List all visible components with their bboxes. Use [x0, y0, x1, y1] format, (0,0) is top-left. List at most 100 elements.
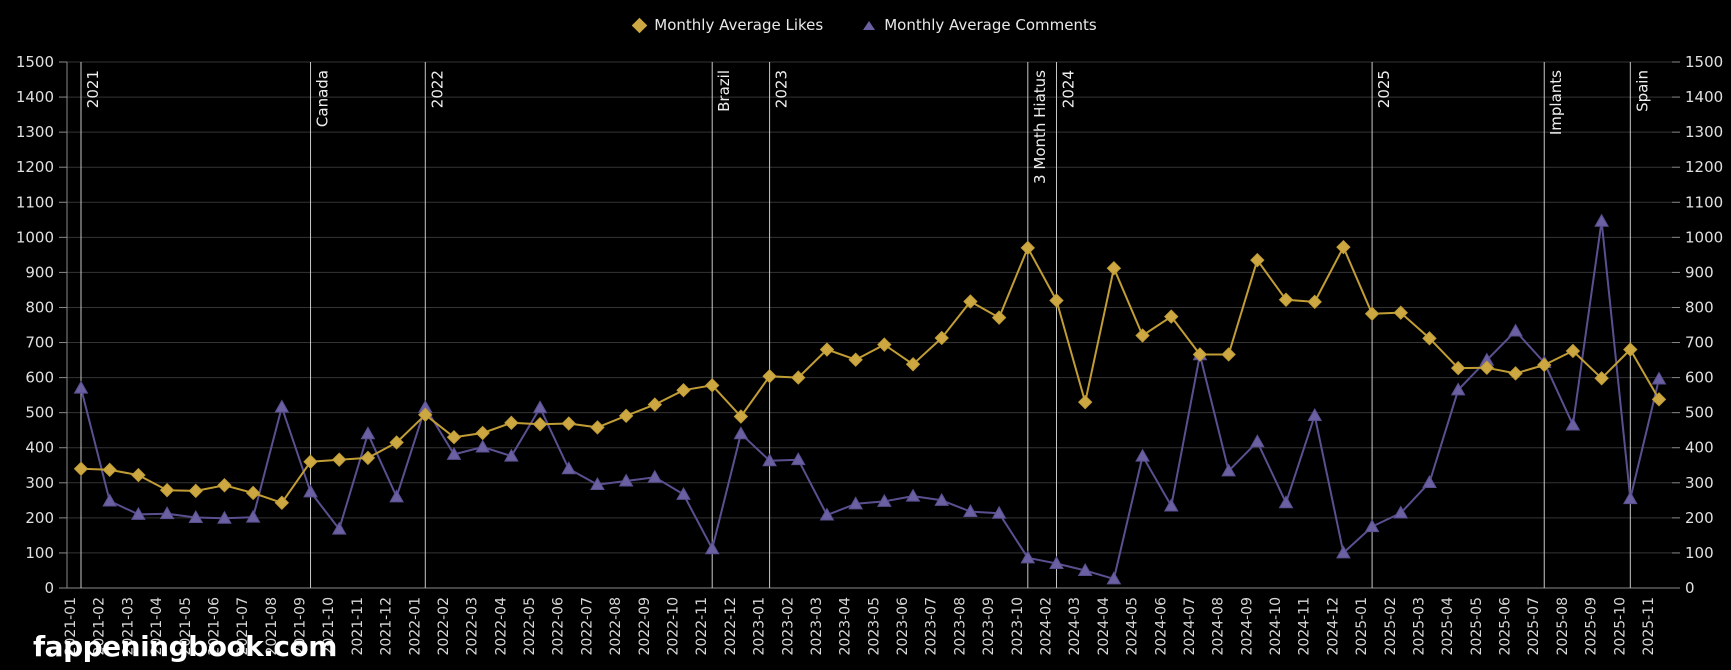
legend: Monthly Average Likes Monthly Average Co… [0, 16, 1731, 34]
annotation-label: Canada [314, 70, 332, 127]
comments-point [73, 380, 89, 394]
legend-label-likes: Monthly Average Likes [654, 16, 824, 34]
likes-point [1336, 239, 1351, 255]
likes-line [80, 246, 1660, 504]
likes-point [1020, 240, 1036, 256]
likes-point [1364, 306, 1380, 321]
comments-point [217, 510, 232, 524]
watermark: fappeningbook.com [33, 630, 337, 663]
y-axis-label-right: 700 [1685, 334, 1714, 352]
likes-point [1422, 331, 1437, 346]
comments-point [159, 506, 175, 520]
comments-point [1020, 550, 1036, 564]
x-axis-label: 2022-08 [608, 597, 624, 656]
y-axis-label-left: 1200 [16, 158, 54, 176]
likes-point [791, 370, 806, 385]
comments-point [446, 446, 462, 460]
y-axis-label-left: 1000 [16, 228, 54, 246]
x-axis-label: 2022-03 [465, 597, 481, 656]
x-axis-label: 2022-05 [522, 597, 538, 656]
x-axis-label: 2024-08 [1211, 597, 1227, 656]
likes-point [704, 378, 720, 393]
x-axis-label: 2022-10 [666, 597, 682, 656]
likes-point [590, 420, 605, 435]
y-axis-label-left: 200 [25, 509, 54, 527]
likes-point [1393, 305, 1408, 320]
x-axis-label: 2025-05 [1469, 597, 1485, 656]
comments-point [618, 473, 634, 487]
comments-point [905, 488, 921, 502]
x-axis-label: 2025-02 [1383, 597, 1399, 656]
likes-point [418, 407, 433, 422]
comments-point [1622, 491, 1638, 505]
annotation-label: Implants [1547, 70, 1565, 135]
comments-point [504, 448, 519, 462]
x-axis-label: 2023-02 [780, 597, 796, 656]
x-axis-label: 2024-04 [1096, 597, 1112, 656]
annotation-label: Brazil [715, 70, 733, 112]
annotation-label: 2025 [1375, 70, 1393, 108]
likes-point [819, 342, 835, 357]
x-axis-label: 2023-04 [838, 597, 854, 656]
legend-item-likes: Monthly Average Likes [632, 16, 824, 34]
y-axis-label-right: 500 [1685, 404, 1714, 422]
legend-label-comments: Monthly Average Comments [884, 16, 1097, 34]
x-axis-label: 2025-07 [1526, 597, 1542, 656]
likes-point [1221, 347, 1236, 362]
likes-point [303, 454, 318, 469]
x-axis-label: 2021-05 [178, 597, 194, 656]
likes-point [532, 417, 548, 432]
likes-point [1077, 394, 1093, 410]
y-axis-label-left: 100 [25, 544, 54, 562]
comments-point [1135, 448, 1150, 462]
comments-point [1278, 495, 1294, 509]
x-axis-label: 2025-06 [1498, 597, 1514, 656]
y-axis-label-left: 1500 [16, 53, 54, 71]
comments-point [762, 453, 777, 467]
x-axis-label: 2025-08 [1555, 597, 1571, 656]
x-axis-label: 2021-01 [63, 597, 79, 656]
x-axis-label: 2023-09 [981, 597, 997, 656]
comments-point [274, 399, 290, 413]
y-axis-label-right: 300 [1685, 474, 1714, 492]
comments-point [848, 496, 864, 510]
x-axis-label: 2021-10 [321, 597, 337, 656]
likes-point [1307, 294, 1322, 310]
likes-point [848, 352, 863, 367]
comments-point [590, 477, 605, 491]
comments-point [790, 452, 806, 466]
likes-point [217, 478, 232, 493]
likes-point [73, 461, 89, 476]
comments-point [963, 504, 978, 518]
x-axis-label: 2024-12 [1325, 597, 1341, 656]
y-axis-label-left: 1100 [16, 193, 54, 211]
likes-point [1135, 328, 1150, 343]
comments-point [1336, 545, 1351, 559]
x-axis-label: 2021-07 [235, 597, 251, 656]
x-axis-label: 2021-03 [120, 597, 136, 656]
comments-point [561, 461, 577, 475]
comments-point [1163, 498, 1179, 512]
x-axis-label: 2023-05 [866, 597, 882, 656]
x-axis-label: 2021-12 [379, 597, 395, 656]
x-axis-label: 2022-09 [637, 597, 653, 656]
annotation-label: 2022 [428, 70, 446, 108]
x-axis-label: 2023-07 [924, 597, 940, 656]
comments-point [1249, 434, 1265, 448]
likes-point [1192, 347, 1208, 362]
y-axis-label-right: 100 [1685, 544, 1714, 562]
comments-point [819, 507, 835, 521]
comments-point [532, 400, 548, 414]
x-axis-label: 2024-05 [1125, 597, 1141, 656]
x-axis-label: 2021-11 [350, 597, 366, 656]
likes-point [102, 462, 117, 478]
likes-point [1106, 260, 1122, 276]
y-axis-label-right: 1300 [1685, 123, 1723, 141]
likes-point [1565, 343, 1581, 359]
comments-point [1221, 463, 1236, 477]
likes-point [561, 416, 576, 431]
y-axis-label-left: 500 [25, 404, 54, 422]
annotation-label: 2024 [1059, 70, 1077, 108]
likes-point [188, 483, 203, 499]
